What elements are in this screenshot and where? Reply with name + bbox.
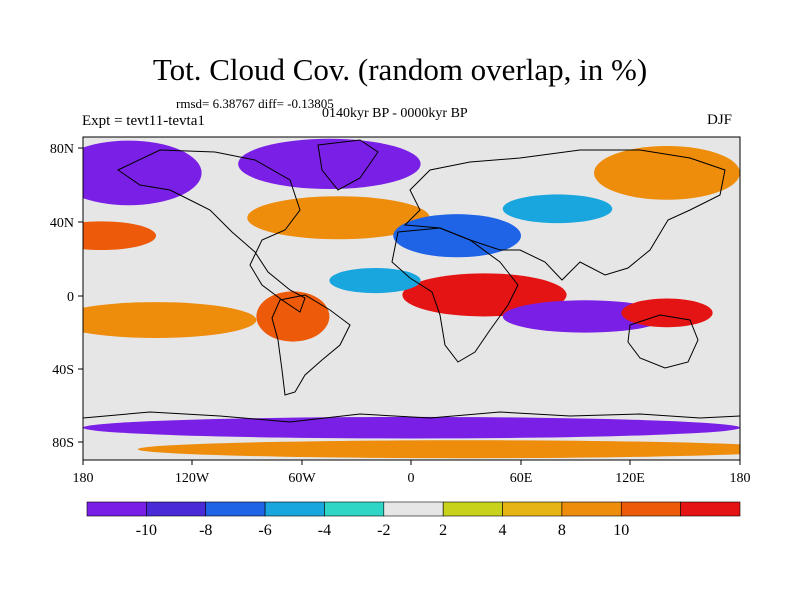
coastlines	[83, 139, 740, 423]
season-label: DJF	[707, 112, 733, 128]
period-text: 0140kyr BP - 0000kyr BP	[322, 106, 468, 121]
colorbar-swatch	[146, 501, 207, 517]
colorbar-label: 8	[558, 522, 566, 539]
lat-ticks	[78, 147, 83, 443]
colorbar-swatch	[442, 501, 503, 517]
north-america-coast	[116, 149, 306, 313]
colorbar-swatch	[680, 501, 741, 517]
colorbar	[86, 501, 741, 517]
region-southern-ocean-purple	[83, 416, 740, 439]
africa-coast	[391, 227, 519, 363]
colorbar-label: -4	[318, 522, 331, 539]
colorbar-label: 2	[439, 522, 447, 539]
region-north-pacific-red	[83, 221, 156, 251]
colorbar-label: -10	[136, 522, 157, 539]
colorbar-label: -8	[199, 522, 212, 539]
colorbar-label: -2	[377, 522, 390, 539]
lat-label: 40S	[52, 363, 74, 378]
stats-text: rmsd= 6.38767 diff= -0.13805	[176, 96, 334, 111]
antarctica-coast	[83, 411, 740, 423]
greenland-coast	[317, 139, 379, 191]
lon-label: 60W	[288, 471, 316, 486]
colorbar-swatch	[324, 501, 385, 517]
region-south-pacific-orange	[83, 302, 257, 338]
colorbar-swatch	[86, 501, 147, 517]
lon-label: 0	[408, 471, 415, 486]
lon-ticks	[82, 460, 741, 465]
region-central-asia-blue	[502, 194, 613, 224]
region-southern-ocean-orange	[137, 440, 740, 459]
lat-label: 80N	[50, 142, 74, 157]
colorbar-swatch	[205, 501, 266, 517]
region-arctic-west	[83, 140, 202, 206]
region-tropical-atlantic-cyan	[329, 267, 421, 294]
eurasia-coast	[403, 149, 726, 281]
region-north-atlantic-orange	[247, 196, 430, 240]
region-arctic-greenland	[238, 138, 421, 190]
map-title: Tot. Cloud Cov. (random overlap, in %)	[152, 52, 648, 87]
experiment-label: Expt = tevt11-tevta1	[82, 113, 205, 129]
lat-label: 40N	[50, 216, 74, 231]
south-america-coast	[271, 294, 351, 396]
lon-label: 180	[73, 471, 94, 486]
lon-label: 180	[730, 471, 751, 486]
lon-label: 60E	[510, 471, 533, 486]
colorbar-label: -6	[258, 522, 271, 539]
colorbar-swatch	[383, 501, 444, 517]
colorbar-swatch	[561, 501, 622, 517]
lon-label: 120W	[175, 471, 210, 486]
region-south-america-red	[256, 291, 330, 342]
lat-label: 80S	[52, 436, 74, 451]
colorbar-label: 10	[613, 522, 629, 539]
colorbar-labels: -10 -8 -6 -4 -2 2 4 8 10	[136, 522, 630, 539]
lat-label: 0	[67, 290, 74, 305]
colorbar-swatch	[620, 501, 681, 517]
colorbar-swatch	[264, 501, 325, 517]
australia-coast	[627, 314, 699, 369]
region-europe-blue	[393, 214, 521, 258]
colorbar-swatch	[502, 501, 563, 517]
colorbar-label: 4	[499, 522, 507, 539]
region-northeast-asia-orange	[594, 145, 740, 200]
lon-label: 120E	[615, 471, 645, 486]
